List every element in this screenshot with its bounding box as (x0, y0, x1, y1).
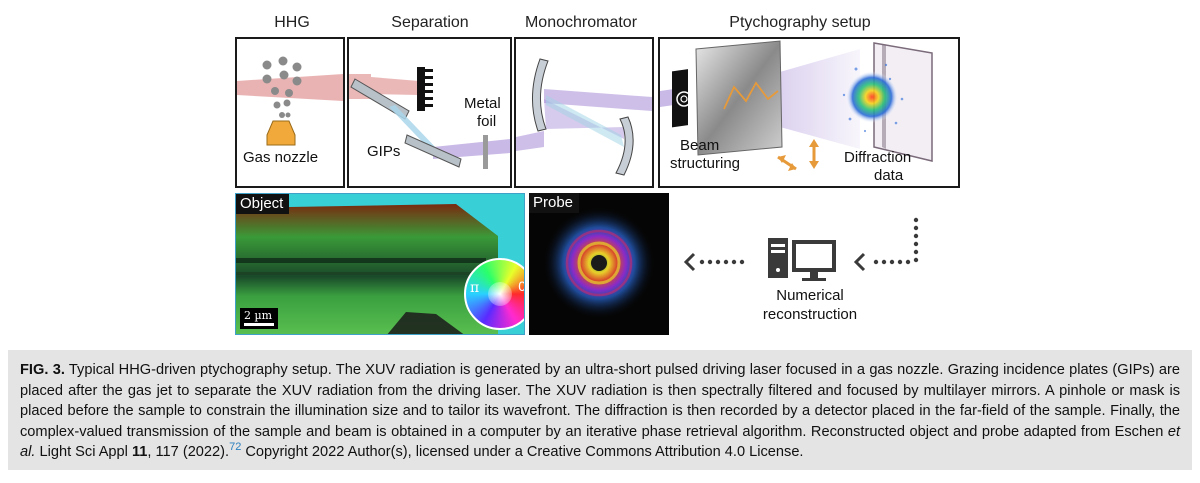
gip-plate-2 (404, 134, 462, 168)
mask-spiral-icon (676, 91, 692, 107)
hhg-diagram (237, 56, 343, 146)
multilayer-mirror-1 (531, 58, 549, 132)
computer-icon (768, 238, 836, 281)
beam-structuring-mask-icon (672, 69, 688, 128)
gas-jet-dots (262, 56, 302, 118)
probe-image: Probe (529, 193, 669, 335)
diffraction-speckles (842, 63, 904, 133)
xuv-beam-down (389, 105, 439, 153)
reconstruction-graphic (683, 217, 919, 281)
ptychography-box: Beam structuring Diffraction data (658, 37, 960, 188)
driving-laser-beam (237, 74, 343, 101)
reflected-laser-beam (371, 77, 419, 95)
caption-reference-link[interactable]: 72 (229, 441, 242, 454)
caption-volume: 11 (131, 444, 148, 460)
xuv-beam-cross (546, 95, 624, 147)
beam-structuring-label-2: structuring (670, 155, 741, 172)
diffraction-label-2: data (874, 167, 904, 184)
reconstruction-label-2: reconstruction (762, 306, 858, 323)
xuv-beam-in (516, 131, 544, 151)
hhg-title: HHG (274, 14, 310, 31)
ptychography-title: Ptychography setup (729, 14, 871, 31)
caption-text-4: Copyright 2022 Author(s), licensed under… (241, 444, 804, 460)
phase-zero-label: 0 (518, 278, 524, 294)
separation-diagram (349, 67, 510, 169)
phase-pi-label: π (470, 280, 480, 296)
arrow-incoming-icon (853, 217, 919, 272)
probe-render (543, 207, 655, 319)
beam-structuring-label-1: Beam (680, 137, 720, 154)
arrow-left-icon (683, 252, 745, 272)
object-tag: Object (236, 194, 290, 214)
metal-foil-label-1: Metal (464, 95, 501, 112)
scale-bar-label: 2 µm (244, 309, 273, 322)
scan-path (723, 81, 779, 110)
object-structure (236, 204, 498, 334)
phase-color-wheel: π 0 (464, 258, 524, 330)
scale-bar-line (244, 323, 274, 326)
caption-text-3: , 117 (2022). (147, 444, 230, 460)
xuv-beam-return (544, 89, 652, 111)
metal-foil-icon (483, 135, 488, 169)
object-render (236, 194, 524, 334)
hhg-box: Gas nozzle (235, 37, 345, 188)
scale-bar: 2 µm (240, 308, 278, 329)
reconstruction-label-1: Numerical (776, 287, 844, 304)
caption-text-2: Light Sci Appl (35, 444, 132, 460)
xuv-beam-in (660, 89, 674, 107)
monochromator-diagram (516, 58, 652, 176)
sample-plate (695, 40, 783, 156)
separation-box: Metal foil GIPs (347, 37, 512, 188)
gips-label: GIPs (367, 143, 401, 160)
figure-number: FIG. 3. (20, 362, 65, 378)
object-image: Object 2 µm π 0 (235, 193, 525, 335)
phase-wheel-center (488, 282, 512, 306)
figure-caption: FIG. 3. Typical HHG-driven ptychography … (8, 350, 1192, 470)
diffraction-label-1: Diffraction (844, 149, 912, 166)
gas-nozzle-label: Gas nozzle (243, 149, 319, 166)
caption-text-1: Typical HHG-driven ptychography setup. T… (20, 362, 1180, 440)
monochromator-box (514, 37, 654, 188)
scan-arrows-icon (777, 139, 819, 171)
ptychography-diagram (660, 40, 933, 171)
separation-title: Separation (391, 14, 469, 31)
gas-nozzle-icon (266, 120, 296, 146)
xuv-beam-out (433, 139, 510, 159)
caption-etal: et al. (20, 423, 1180, 461)
probe-tag: Probe (529, 193, 580, 213)
monochromator-title: Monochromator (524, 14, 638, 31)
beam-dump-icon (417, 67, 433, 111)
metal-foil-label-2: foil (477, 113, 497, 130)
multilayer-mirror-2 (615, 116, 634, 176)
diffraction-pattern (846, 71, 898, 123)
